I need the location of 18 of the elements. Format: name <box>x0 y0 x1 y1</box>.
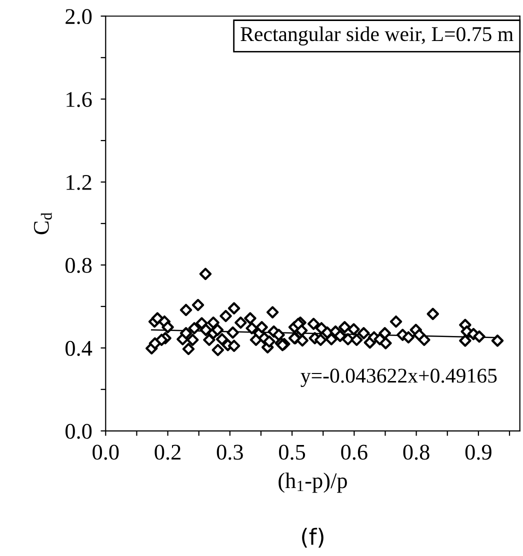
text: (f) <box>302 528 324 548</box>
x-tick-label: 0.5 <box>279 444 306 460</box>
x-tick-label: 0.2 <box>154 444 180 460</box>
x-tick-label: 0.8 <box>403 444 430 460</box>
y-axis-title: C$_{d}$ <box>34 212 52 234</box>
x-axis-title: (h$_{1}$-p)/p <box>278 472 347 493</box>
y-tick-label: 0.0 <box>66 424 92 439</box>
y-tick-label: 0.8 <box>66 258 92 274</box>
x-tick-label: 0.6 <box>341 444 368 460</box>
annotation: Rectangular side weir, L=0.75 m <box>240 26 514 46</box>
y-tick-label: 1.6 <box>66 92 92 108</box>
x-tick-label: 0.9 <box>465 444 492 460</box>
y-tick-label: 0.4 <box>66 340 92 356</box>
x-tick-label: 0.3 <box>216 444 243 460</box>
x-tick-label: 0.0 <box>92 444 119 460</box>
y-tick-label: 2.0 <box>66 9 92 24</box>
y-tick-label: 1.2 <box>66 175 92 190</box>
annotation: y=-0.043622x+0.49165 <box>300 368 497 388</box>
